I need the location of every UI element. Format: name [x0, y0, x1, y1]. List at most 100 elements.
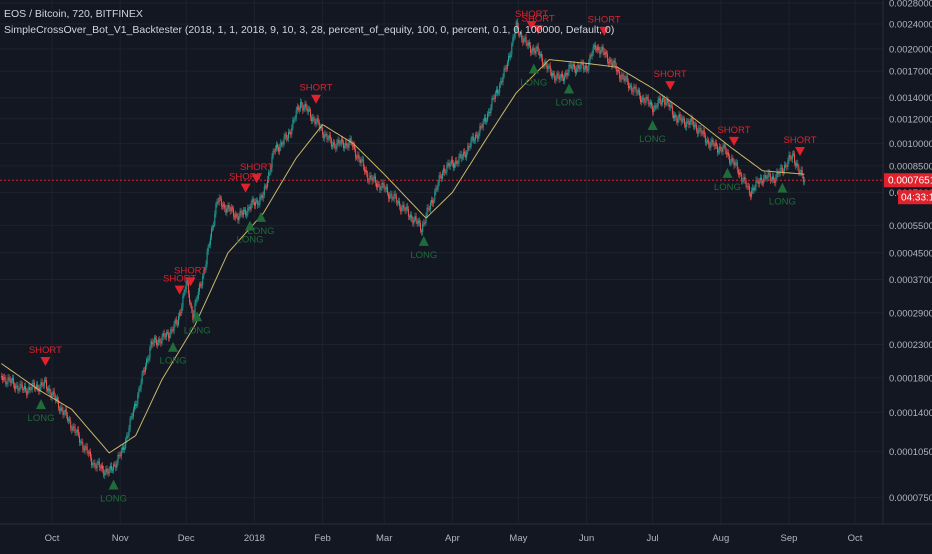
candle-body: [413, 219, 415, 224]
candle-body: [580, 62, 582, 68]
candle-body: [630, 85, 632, 87]
candle-body: [723, 144, 725, 147]
candle-body: [689, 122, 691, 125]
candle-body: [185, 280, 187, 290]
candle-body: [643, 97, 645, 102]
candle-body: [801, 169, 803, 177]
candle-body: [538, 52, 540, 56]
long-signal-arrow: [256, 211, 266, 222]
price-axis[interactable]: [883, 0, 932, 524]
candle-body: [677, 119, 679, 123]
candle-body: [197, 291, 199, 299]
short-signal-label: SHORT: [240, 162, 273, 173]
candle-body: [779, 167, 781, 174]
candle-body: [60, 407, 62, 411]
candle-body: [303, 108, 305, 111]
candle-body: [362, 159, 364, 167]
candle-body: [735, 162, 737, 164]
candle-body: [742, 180, 744, 182]
candle-body: [207, 245, 209, 252]
candle-body: [22, 389, 24, 391]
candle-body: [660, 103, 662, 105]
candle-body: [588, 62, 590, 71]
candle-body: [450, 159, 452, 164]
candle-body: [610, 59, 612, 62]
candle-body: [357, 154, 359, 158]
candle-body: [242, 210, 244, 216]
candle-body: [295, 110, 297, 119]
candle-body: [704, 135, 706, 143]
candle-body: [759, 177, 761, 182]
candle-body: [431, 200, 432, 204]
candle-body: [616, 69, 618, 72]
candle-body: [337, 139, 339, 143]
candle-body: [455, 160, 457, 164]
candle-body: [214, 213, 216, 225]
candle-body: [567, 72, 569, 76]
candle-body: [175, 319, 177, 324]
candle-body: [521, 33, 523, 40]
candle-body: [340, 139, 342, 144]
candle-body: [349, 138, 351, 142]
candle-body: [414, 216, 416, 220]
candle-body: [371, 177, 373, 182]
candle-body: [405, 206, 407, 211]
candle-body: [443, 168, 445, 173]
candle-body: [740, 172, 742, 175]
candle-body: [692, 121, 694, 127]
candle-body: [15, 385, 17, 390]
candle-body: [494, 93, 496, 99]
time-axis[interactable]: [0, 524, 932, 550]
candle-body: [795, 163, 797, 166]
candle-body: [792, 153, 794, 155]
candle-body: [59, 408, 61, 411]
candle-body: [184, 289, 186, 292]
candle-body: [509, 56, 511, 58]
candle-body: [601, 46, 603, 51]
candle-body: [239, 210, 241, 217]
candle-body: [379, 184, 381, 190]
candle-body: [382, 182, 384, 185]
candle-body: [757, 179, 759, 185]
candle-body: [566, 72, 568, 76]
candle-body: [400, 206, 402, 212]
candle-body: [294, 118, 296, 120]
candle-body: [439, 175, 441, 177]
candle-body: [354, 144, 355, 150]
candle-body: [351, 143, 353, 147]
candle-body: [711, 139, 713, 142]
candle-body: [5, 378, 7, 385]
candle-body: [587, 69, 589, 71]
candle-body: [394, 193, 396, 196]
candle-body: [446, 164, 448, 172]
candle-body: [329, 135, 331, 140]
candle-body: [406, 206, 408, 209]
candle-body: [612, 63, 614, 67]
candle-body: [767, 172, 769, 178]
candle-body: [486, 120, 487, 122]
time-tick-label: Feb: [314, 533, 330, 544]
candle-body: [537, 46, 539, 53]
candle-body: [165, 332, 167, 337]
candle-body: [63, 412, 65, 415]
candle-body: [655, 105, 657, 107]
candle-body: [802, 176, 804, 182]
candle-body: [726, 152, 728, 155]
candle-body: [237, 216, 239, 221]
candle-body: [7, 377, 9, 384]
candle-body: [658, 98, 660, 100]
candle-body: [700, 127, 702, 134]
candle-body: [270, 168, 272, 173]
long-signal-label: LONG: [100, 493, 127, 504]
candle-body: [642, 97, 644, 100]
candle-body: [179, 312, 181, 316]
candle-body: [678, 114, 680, 120]
candle-body: [90, 451, 91, 458]
candle-body: [751, 190, 753, 197]
candle-body: [332, 144, 333, 147]
